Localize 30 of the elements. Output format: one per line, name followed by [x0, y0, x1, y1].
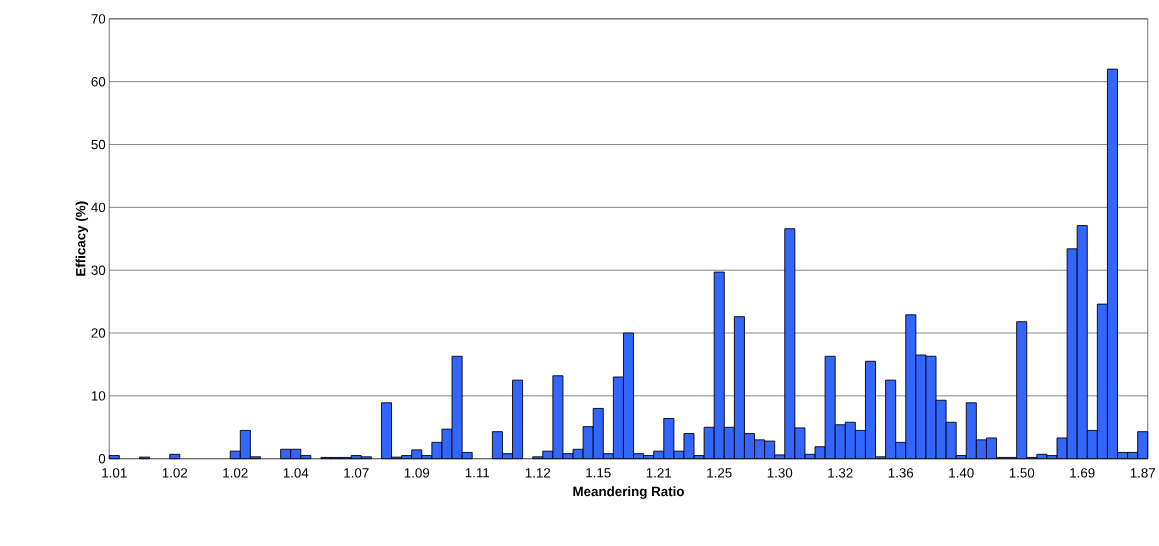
x-tick-label: 1.02: [162, 468, 188, 478]
x-tick-label: 1.21: [646, 468, 672, 478]
x-tick-label: 1.32: [828, 468, 853, 478]
bar: [169, 453, 181, 460]
x-tick-label: 1.50: [1009, 468, 1035, 478]
y-tick-label: 60: [91, 76, 106, 87]
y-tick-label: 0: [98, 453, 106, 464]
x-tick-label: 1.30: [767, 468, 793, 478]
y-tick-label: 10: [91, 391, 106, 401]
x-tick-label: 1.02: [223, 468, 248, 478]
y-tick-label: 50: [91, 139, 106, 150]
y-axis-title: Efficacy (%): [75, 201, 89, 276]
x-tick-label: 1.01: [102, 468, 127, 478]
x-tick-label: 1.25: [707, 468, 732, 478]
x-tick-label: 1.09: [404, 468, 430, 478]
x-tick-label: 1.69: [1070, 468, 1095, 478]
x-tick-label: 1.87: [1130, 468, 1156, 478]
x-tick-label: 1.36: [888, 468, 914, 478]
bar: [108, 455, 120, 460]
x-tick-label: 1.12: [525, 468, 551, 478]
x-axis-title: Meandering Ratio: [573, 486, 684, 499]
x-tick-label: 1.07: [344, 468, 369, 478]
x-tick-label: 1.04: [283, 468, 309, 478]
y-tick-label: 20: [91, 328, 106, 338]
y-tick-label: 30: [91, 265, 106, 275]
x-tick-label: 1.15: [586, 468, 611, 478]
x-tick-label: 1.11: [465, 468, 490, 478]
y-tick-label: 40: [91, 202, 106, 213]
x-tick-label: 1.40: [949, 468, 974, 478]
y-tick-label: 70: [91, 14, 106, 24]
